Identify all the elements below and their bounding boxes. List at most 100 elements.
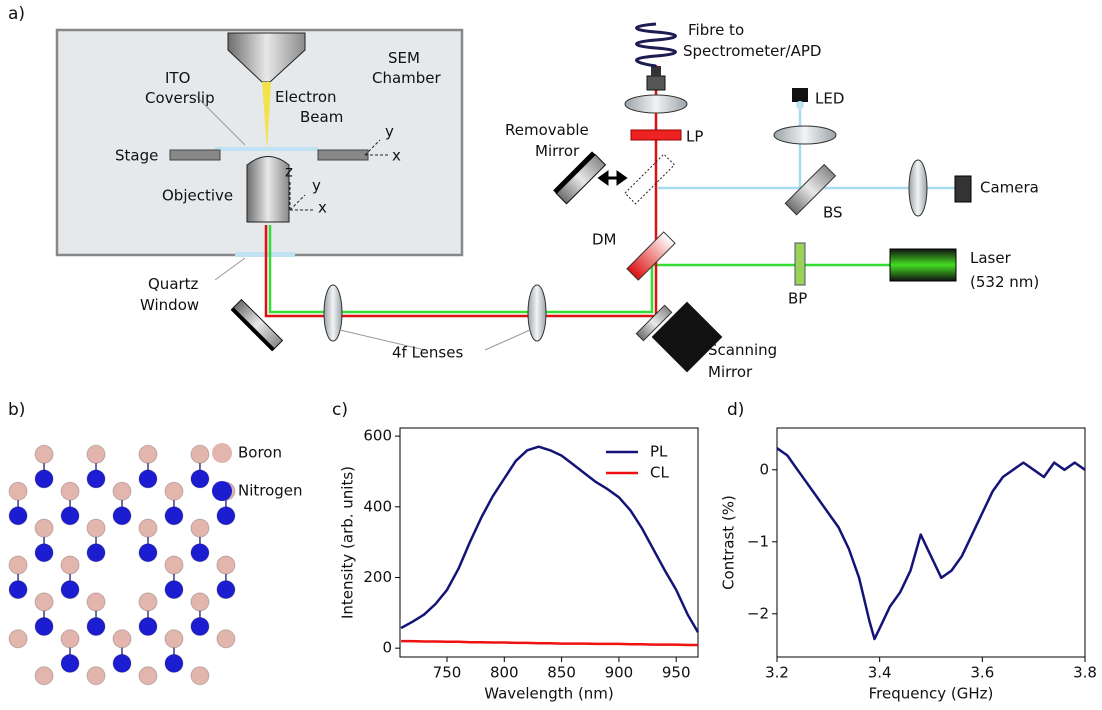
y-tick-label: 0 (382, 639, 392, 657)
label: 4f Lenses (392, 344, 463, 362)
atom (35, 618, 53, 636)
plot-frame (400, 428, 698, 657)
double-arrow (600, 173, 625, 183)
axis-label: x (392, 147, 401, 165)
x-tick-label: 950 (662, 664, 691, 682)
panel-label: b) (8, 400, 25, 420)
x-tick-label: 900 (605, 664, 634, 682)
label: LED (815, 90, 844, 108)
y-tick-label: 0 (759, 460, 769, 478)
mirror-position (625, 154, 674, 203)
atom (217, 581, 235, 599)
atom (9, 581, 27, 599)
atom (217, 507, 235, 525)
atom (87, 470, 105, 488)
atom (165, 581, 183, 599)
atom (165, 556, 183, 574)
legend-atom (212, 443, 232, 463)
atom (165, 654, 183, 672)
atom (9, 556, 27, 574)
legend-atom (212, 481, 232, 501)
atom (9, 482, 27, 500)
fibre-connector (651, 66, 661, 76)
y-axis-label: Contrast (%) (720, 495, 738, 590)
removable-mirror (556, 154, 605, 203)
figure: a) b) c) d) SEMChamber ITOCoverslip Elec… (0, 0, 1102, 710)
label: BP (788, 290, 807, 308)
plot-frame (777, 428, 1085, 657)
label: RemovableMirror (505, 121, 589, 160)
atom (139, 667, 157, 685)
y-tick-label: 400 (363, 497, 392, 515)
atom (217, 556, 235, 574)
label: ScanningMirror (708, 341, 777, 381)
camera (955, 176, 971, 202)
laser (890, 249, 956, 281)
atom (61, 654, 79, 672)
atom (87, 593, 105, 611)
atom (139, 519, 157, 537)
lens (625, 95, 687, 113)
legend-label: CL (650, 464, 669, 482)
atom (61, 630, 79, 648)
atom (35, 593, 53, 611)
atom (87, 618, 105, 636)
lens (324, 285, 342, 341)
atom (139, 544, 157, 562)
series-line (777, 448, 1085, 639)
x-axis-label: Frequency (GHz) (869, 685, 994, 703)
x-tick-label: 3.2 (765, 664, 789, 682)
atom (191, 667, 209, 685)
fibre-connector (647, 76, 665, 90)
y-tick-label: 600 (363, 427, 392, 445)
label: Camera (980, 179, 1039, 197)
lens (909, 160, 927, 216)
label: Stage (115, 147, 158, 165)
x-tick-label: 3.6 (970, 664, 994, 682)
x-axis-label: Wavelength (nm) (484, 685, 614, 703)
legend-label: Boron (238, 444, 282, 462)
label: Laser(532 nm) (970, 249, 1039, 291)
label: LP (686, 128, 703, 146)
atom (165, 630, 183, 648)
led (792, 88, 808, 102)
atom (139, 470, 157, 488)
atom (35, 544, 53, 562)
atom (113, 482, 131, 500)
atom (61, 507, 79, 525)
atom (9, 507, 27, 525)
label: BS (823, 204, 843, 222)
axis-label: y (385, 123, 394, 141)
fibre (637, 24, 676, 66)
y-axis-label: Intensity (arb. units) (339, 466, 357, 619)
legend-label: PL (650, 443, 668, 461)
led-bulb (796, 101, 804, 109)
atom (87, 445, 105, 463)
atom (165, 482, 183, 500)
panel-label: a) (8, 4, 25, 24)
atom (61, 482, 79, 500)
atom (35, 519, 53, 537)
atom (87, 544, 105, 562)
leader (215, 258, 245, 280)
stage (170, 150, 220, 160)
lens (774, 126, 836, 144)
atom (113, 630, 131, 648)
atom (61, 556, 79, 574)
long-pass-filter (631, 130, 681, 140)
y-tick-label: 200 (363, 568, 392, 586)
atom (35, 667, 53, 685)
label: Objective (162, 187, 233, 205)
stage (318, 150, 368, 160)
atom (191, 445, 209, 463)
atom (139, 445, 157, 463)
legend-label: Nitrogen (238, 482, 303, 500)
y-tick-label: −2 (747, 604, 769, 622)
atom (139, 593, 157, 611)
x-tick-label: 3.4 (868, 664, 892, 682)
x-tick-label: 3.8 (1073, 664, 1097, 682)
leader (485, 330, 530, 350)
atom (191, 544, 209, 562)
